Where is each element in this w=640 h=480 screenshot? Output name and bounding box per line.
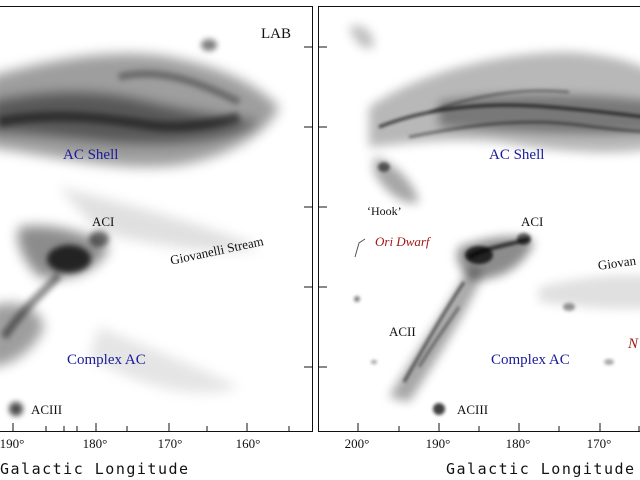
right-x-tick-label: 180° — [505, 436, 531, 451]
ac-shell-label: AC Shell — [489, 147, 545, 163]
aciii-label: ACIII — [457, 402, 489, 417]
aci-label: ACI — [521, 214, 544, 229]
left-x-axis-title: Galactic Longitude — [0, 460, 190, 478]
survey-label: LAB — [261, 26, 291, 42]
high-resolution-map-panel: AC Shell ‘Hook’ ACI Ori Dwarf Giovan ACI… — [318, 6, 640, 432]
left-x-tick-label: 180° — [82, 436, 108, 451]
ori-dwarf-label: Ori Dwarf — [375, 234, 430, 249]
right-x-tick-label: 170° — [586, 436, 612, 451]
high-resolution-emission-map — [319, 25, 640, 431]
left-x-tick-label: 190° — [0, 436, 25, 451]
ac-shell-label: AC Shell — [63, 147, 119, 163]
complex-ac-label: Complex AC — [67, 352, 146, 368]
right-x-tick-label: 190° — [425, 436, 451, 451]
hook-label: ‘Hook’ — [367, 204, 402, 218]
right-x-axis-title: Galactic Longitude — [446, 460, 636, 478]
partial-red-label: N — [628, 336, 639, 352]
aci-label: ACI — [92, 214, 115, 229]
lab-map-panel: LAB AC Shell ACI Giovanelli Stream Compl… — [0, 6, 313, 432]
left-x-tick-label: 170° — [157, 436, 183, 451]
lab-emission-map — [0, 39, 312, 431]
aciii-label: ACIII — [31, 402, 63, 417]
complex-ac-label: Complex AC — [491, 352, 570, 368]
right-x-tick-label: 200° — [344, 436, 370, 451]
acii-label: ACII — [389, 324, 416, 339]
left-x-tick-label: 160° — [235, 436, 261, 451]
